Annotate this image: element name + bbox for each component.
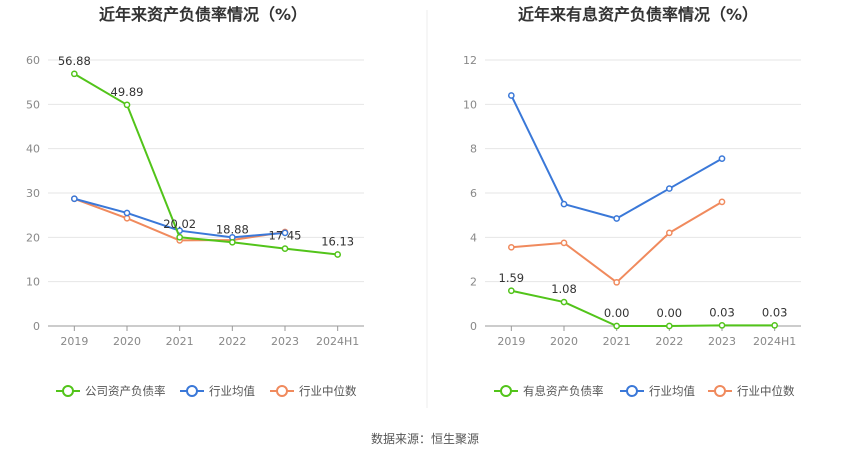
y-tick-label: 50 [26,98,40,111]
company-point [665,322,673,330]
industry-mean-point [507,92,515,99]
interest-bearing-debt-ratio-chart: 近年来有息资产负债率情况（%） 0 2 4 6 8 10 12 2019 2020 2021 2022… [463,5,801,398]
data-label: 18.88 [216,222,249,236]
company-point [613,322,621,330]
industry-mean-line [510,95,723,220]
company-point [334,251,342,258]
y-tick-label: 8 [470,143,477,156]
company-line [511,289,775,327]
legend-marker-icon [500,385,512,397]
data-label: 0.00 [604,306,630,320]
company-point [507,287,515,295]
industry-median-point [507,243,515,251]
legend-label: 行业均值 [649,384,695,398]
legend-label: 有息资产负债率 [523,384,604,398]
company-point [70,70,78,78]
legend-industry-mean[interactable]: 行业均值 [620,384,695,398]
company-point [560,298,568,306]
industry-mean-point [718,155,726,162]
industry-median-point [665,229,673,237]
industry-mean-point [281,229,289,237]
legend-marker-icon [276,385,288,397]
chart-title: 近年来有息资产负债率情况（%） [518,5,758,24]
x-tick-label: 2024H1 [316,335,359,348]
legend-industry-mean[interactable]: 行业均值 [180,384,255,398]
data-label: 0.00 [657,306,683,320]
data-label: 49.89 [111,85,144,99]
y-tick-label: 40 [26,143,40,156]
x-tick-label: 2023 [271,335,299,348]
x-tick-label: 2021 [603,335,631,348]
legend-company[interactable]: 有息资产负债率 [494,384,604,398]
x-tick-label: 2022 [655,335,683,348]
industry-median-point [123,214,131,222]
industry-mean-point [665,185,673,192]
legend-label: 行业均值 [209,384,255,398]
industry-median-point [613,278,621,286]
y-tick-label: 0 [470,320,477,333]
y-tick-label: 12 [463,54,477,67]
industry-median-point [560,239,568,247]
company-point [771,321,779,329]
data-label: 20.02 [163,217,196,231]
legend-marker-icon [626,385,638,397]
x-tick-label: 2019 [497,335,525,348]
y-tick-label: 30 [26,187,40,200]
y-tick-label: 6 [470,187,477,200]
x-tick-label: 2023 [708,335,736,348]
legend-label: 行业中位数 [737,384,795,398]
data-label: 1.08 [551,282,577,296]
industry-mean-point [123,209,131,217]
industry-mean-point [70,195,78,203]
x-tick-label: 2022 [218,335,246,348]
data-label: 0.03 [709,305,735,319]
y-tick-label: 4 [470,231,477,244]
data-label: 16.13 [321,234,354,248]
company-point [281,245,289,252]
y-tick-label: 0 [33,320,40,333]
legend-marker-icon [62,385,74,397]
data-label: 0.03 [762,305,788,319]
x-tick-label: 2024H1 [753,335,796,348]
industry-mean-point [613,215,621,222]
company-line [73,72,338,256]
legend-label: 公司资产负债率 [85,384,166,398]
y-tick-label: 20 [26,231,40,244]
x-tick-label: 2021 [166,335,194,348]
debt-ratio-chart: 近年来资产负债率情况（%） 0 10 20 30 40 50 60 2019 2020 2021 20… [26,5,364,398]
data-label: 17.45 [269,229,302,243]
legend-label: 行业中位数 [299,384,357,398]
company-point [123,101,131,109]
y-tick-label: 10 [463,98,477,111]
data-label: 1.59 [499,271,525,285]
company-point [176,233,184,241]
x-tick-label: 2019 [60,335,88,348]
y-tick-label: 2 [470,276,477,289]
data-source-note: 数据来源：恒生聚源 [371,431,479,446]
industry-median-line [511,201,723,284]
x-tick-label: 2020 [113,335,141,348]
company-point [718,321,726,329]
industry-mean-point [560,200,568,208]
company-point [228,238,236,246]
legend-company[interactable]: 公司资产负债率 [56,384,166,398]
y-tick-label: 10 [26,276,40,289]
chart-title: 近年来资产负债率情况（%） [99,5,307,24]
legend-industry-median[interactable]: 行业中位数 [708,384,795,398]
x-tick-label: 2020 [550,335,578,348]
legend-industry-median[interactable]: 行业中位数 [270,384,357,398]
legend-marker-icon [714,385,726,397]
data-label: 56.88 [58,54,91,68]
y-tick-label: 60 [26,54,40,67]
industry-median-point [718,198,726,206]
legend-marker-icon [186,385,198,397]
